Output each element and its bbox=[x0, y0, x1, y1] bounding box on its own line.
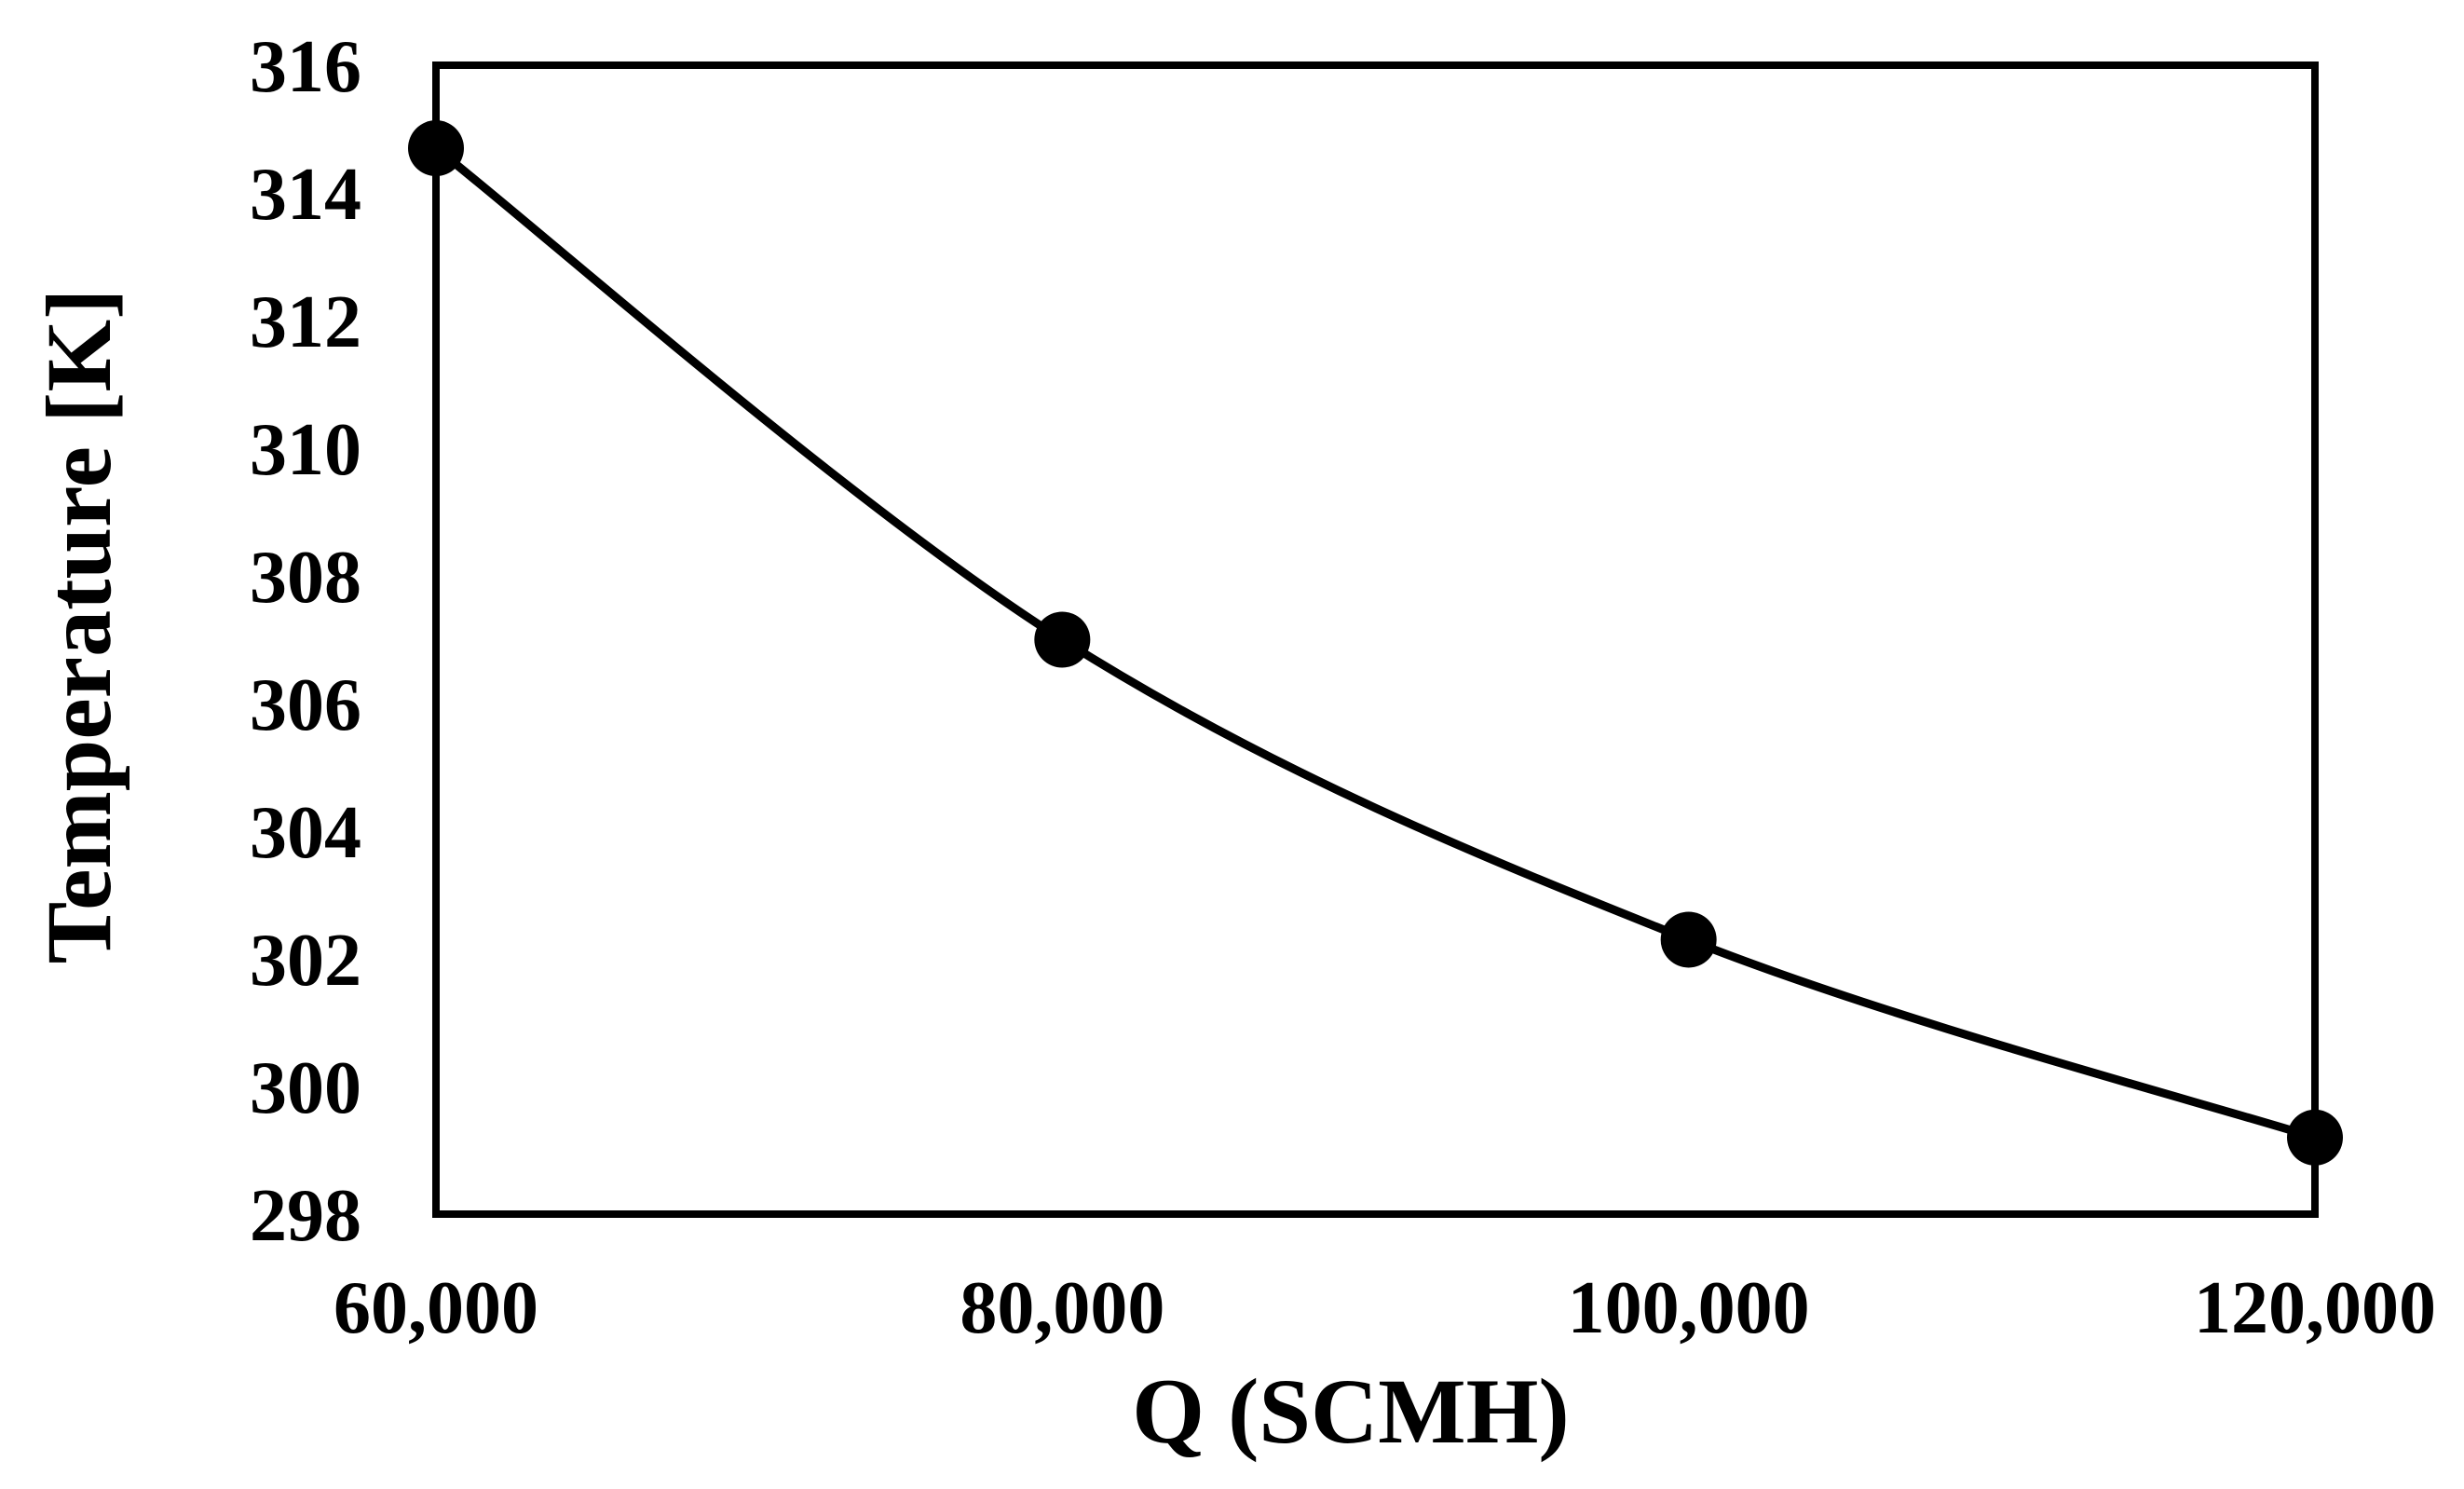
y-tick-label: 316 bbox=[250, 26, 361, 108]
x-tick-label: 60,000 bbox=[334, 1267, 538, 1349]
y-tick-label: 304 bbox=[250, 792, 361, 874]
x-tick-label: 120,000 bbox=[2194, 1267, 2436, 1349]
x-axis-title: Q (SCMH) bbox=[1132, 1359, 1569, 1463]
data-point bbox=[408, 120, 464, 177]
data-point bbox=[1660, 911, 1717, 968]
y-tick-label: 310 bbox=[250, 409, 361, 491]
y-tick-label: 306 bbox=[250, 664, 361, 746]
y-tick-label: 300 bbox=[250, 1047, 361, 1129]
y-tick-label: 298 bbox=[250, 1175, 361, 1257]
y-tick-label: 312 bbox=[250, 281, 361, 363]
plot-frame bbox=[432, 61, 2319, 1218]
x-tick-label: 80,000 bbox=[960, 1267, 1164, 1349]
x-tick-label: 100,000 bbox=[1568, 1267, 1810, 1349]
series-line bbox=[431, 143, 2320, 1142]
y-axis-title: Temperature [K] bbox=[27, 289, 130, 964]
data-point bbox=[2287, 1109, 2343, 1166]
y-tick-label: 302 bbox=[250, 920, 361, 1002]
data-point bbox=[1034, 611, 1091, 668]
y-tick-label: 314 bbox=[250, 154, 361, 236]
y-tick-label: 308 bbox=[250, 537, 361, 619]
